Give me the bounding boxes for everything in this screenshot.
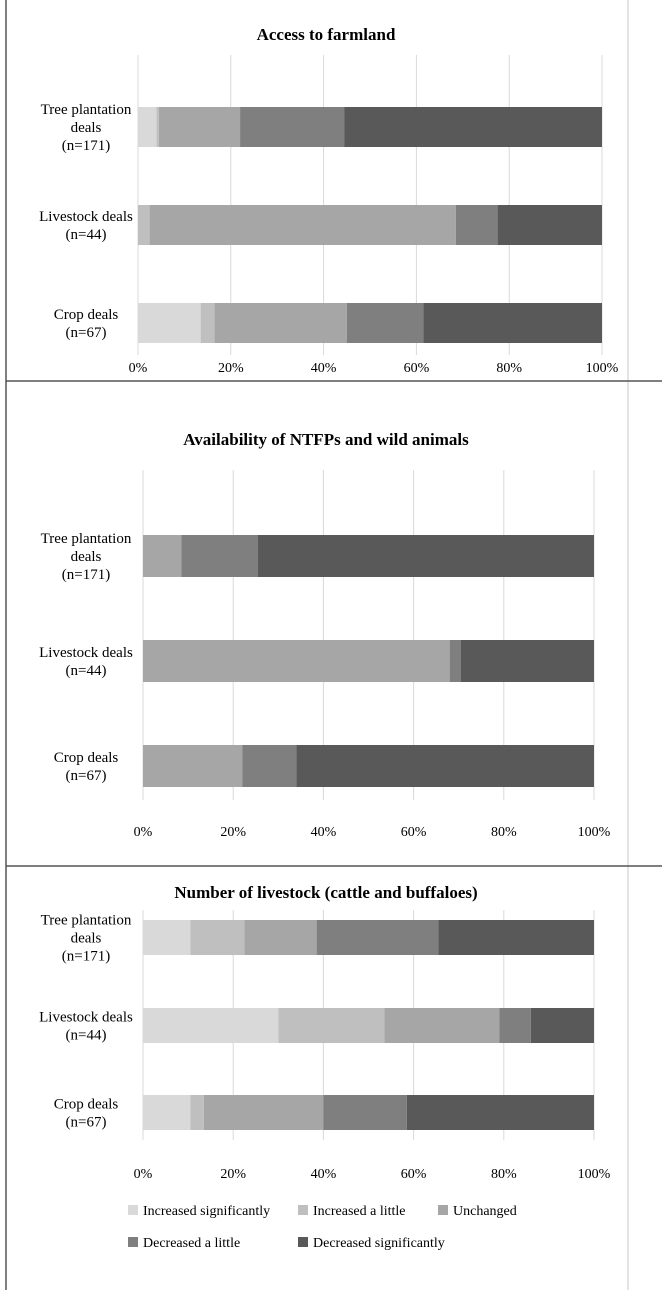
- bar-segment: [278, 1008, 385, 1043]
- bar-segment: [143, 1095, 191, 1130]
- legend-swatch: [298, 1237, 308, 1247]
- bar-segment: [149, 205, 456, 245]
- category-label: Livestock deals: [39, 1010, 133, 1026]
- bar-segment: [346, 303, 424, 343]
- x-tick-label: 60%: [401, 825, 427, 840]
- x-tick-label: 60%: [404, 361, 430, 376]
- x-tick-label: 80%: [491, 1167, 517, 1182]
- x-tick-label: 100%: [578, 1167, 611, 1182]
- category-label: Tree plantation: [41, 531, 132, 547]
- x-tick-label: 20%: [218, 361, 244, 376]
- legend-swatch: [438, 1205, 448, 1215]
- bar-segment: [423, 303, 602, 343]
- bar-segment: [190, 920, 245, 955]
- panel-title: Number of livestock (cattle and buffaloe…: [174, 883, 477, 902]
- legend-label: Decreased significantly: [313, 1236, 445, 1251]
- category-label: deals: [71, 120, 102, 136]
- bar-segment: [143, 745, 243, 787]
- bar-segment: [258, 535, 594, 577]
- legend-swatch: [128, 1205, 138, 1215]
- bar-segment: [296, 745, 594, 787]
- x-tick-label: 0%: [134, 1167, 153, 1182]
- x-tick-label: 0%: [134, 825, 153, 840]
- category-label: Livestock deals: [39, 645, 133, 661]
- x-tick-label: 100%: [578, 825, 611, 840]
- x-tick-label: 100%: [586, 361, 619, 376]
- category-label: Crop deals: [54, 307, 119, 323]
- bar-segment: [143, 920, 191, 955]
- bar-segment: [156, 107, 159, 147]
- bar-segment: [214, 303, 347, 343]
- category-label: Tree plantation: [41, 913, 132, 929]
- category-label: (n=67): [66, 768, 107, 784]
- bar-segment: [323, 1095, 407, 1130]
- panel-number-of-livestock: Number of livestock (cattle and buffaloe…: [39, 883, 611, 1182]
- bar-segment: [497, 205, 602, 245]
- legend-swatch: [298, 1205, 308, 1215]
- category-label: (n=171): [62, 949, 110, 965]
- x-tick-label: 60%: [401, 1167, 427, 1182]
- legend-label: Increased significantly: [143, 1204, 270, 1219]
- legend-label: Increased a little: [313, 1204, 406, 1219]
- category-label: (n=44): [66, 663, 107, 679]
- legend-swatch: [128, 1237, 138, 1247]
- panel-access-to-farmland: Access to farmland Tree plantation deals (…: [39, 25, 619, 376]
- category-label: Crop deals: [54, 1097, 119, 1113]
- bar-segment: [240, 107, 345, 147]
- bar-segment: [406, 1095, 594, 1130]
- legend-label: Unchanged: [453, 1204, 517, 1219]
- category-label: (n=171): [62, 138, 110, 154]
- bar-segment: [143, 535, 182, 577]
- bar-segment: [455, 205, 498, 245]
- bar-segment: [138, 303, 201, 343]
- bar-segment: [460, 640, 594, 682]
- x-tick-label: 80%: [491, 825, 517, 840]
- category-label: (n=44): [66, 227, 107, 243]
- x-tick-label: 20%: [220, 1167, 246, 1182]
- category-label: deals: [71, 931, 102, 947]
- x-tick-label: 40%: [311, 1167, 337, 1182]
- legend-label: Decreased a little: [143, 1236, 240, 1251]
- category-label: deals: [71, 549, 102, 565]
- x-tick-label: 40%: [311, 825, 337, 840]
- category-label: Livestock deals: [39, 209, 133, 225]
- bar-segment: [190, 1095, 204, 1130]
- bar-segment: [200, 303, 215, 343]
- category-label: (n=44): [66, 1028, 107, 1044]
- bar-segment: [530, 1008, 594, 1043]
- bar-segment: [203, 1095, 324, 1130]
- panel-title: Availability of NTFPs and wild animals: [183, 430, 469, 449]
- bar-segment: [138, 107, 157, 147]
- bar-segment: [449, 640, 461, 682]
- category-label: Tree plantation: [41, 102, 132, 118]
- bar-segment: [143, 640, 450, 682]
- bar-segment: [242, 745, 297, 787]
- x-tick-label: 20%: [220, 825, 246, 840]
- bar-segment: [138, 205, 150, 245]
- category-label: (n=67): [66, 1115, 107, 1131]
- legend: Increased significantly Increased a littl…: [128, 1204, 517, 1251]
- category-label: (n=67): [66, 325, 107, 341]
- bar-segment: [344, 107, 602, 147]
- bar-segment: [438, 920, 594, 955]
- bar-segment: [499, 1008, 531, 1043]
- bar-segment: [143, 1008, 279, 1043]
- x-tick-label: 80%: [496, 361, 522, 376]
- panel-availability-ntfps: Availability of NTFPs and wild animals T…: [39, 430, 611, 840]
- bar-segment: [384, 1008, 500, 1043]
- bar-segment: [181, 535, 259, 577]
- x-tick-label: 0%: [129, 361, 148, 376]
- bar-segment: [158, 107, 241, 147]
- bar-segment: [244, 920, 317, 955]
- panel-title: Access to farmland: [257, 25, 396, 44]
- bar-segment: [316, 920, 439, 955]
- category-label: (n=171): [62, 567, 110, 583]
- x-tick-label: 40%: [311, 361, 337, 376]
- category-label: Crop deals: [54, 750, 119, 766]
